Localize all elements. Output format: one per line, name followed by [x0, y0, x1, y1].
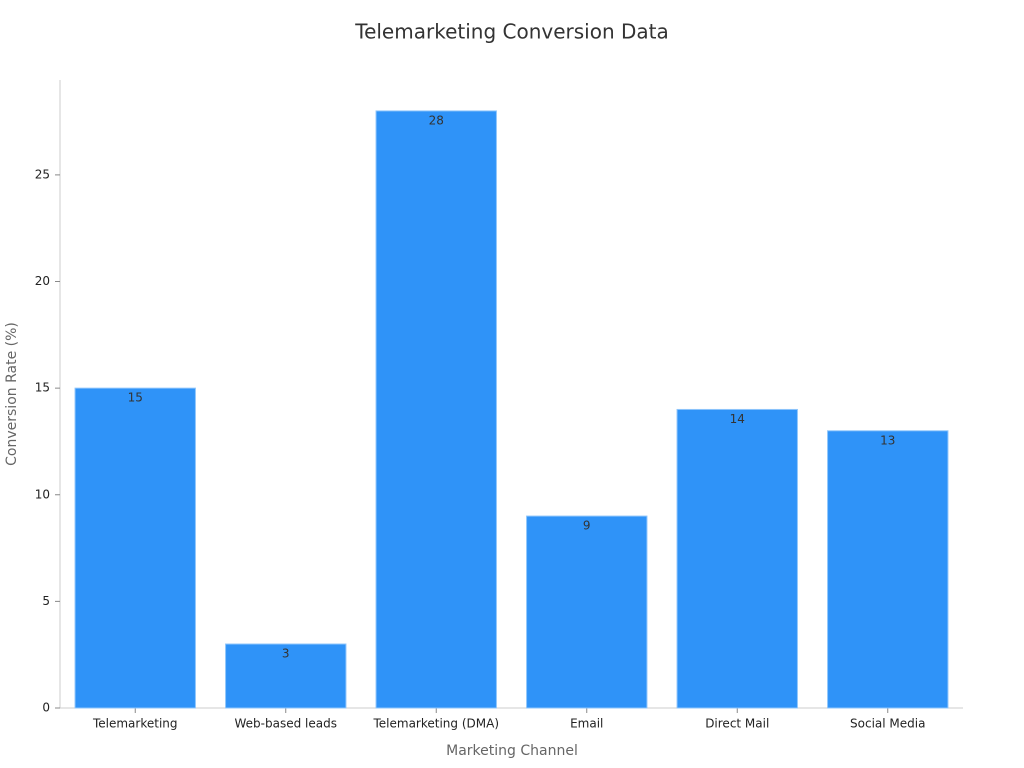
y-tick-label: 0	[42, 701, 50, 715]
value-label: 28	[429, 113, 444, 127]
x-tick-label: Direct Mail	[705, 717, 769, 731]
value-label: 9	[583, 519, 591, 533]
bar	[526, 515, 648, 709]
x-tick-label: Telemarketing	[92, 717, 178, 731]
value-label: 14	[730, 412, 745, 426]
x-tick-label: Web-based leads	[235, 717, 337, 731]
bar	[676, 408, 798, 709]
y-tick-label: 20	[35, 274, 50, 288]
y-tick-label: 10	[35, 487, 50, 501]
y-tick-label: 5	[42, 594, 50, 608]
x-tick-label: Telemarketing (DMA)	[372, 717, 499, 731]
value-label: 15	[128, 391, 143, 405]
x-tick-label: Social Media	[850, 717, 925, 731]
bar	[827, 430, 949, 709]
bar	[225, 643, 347, 709]
y-tick-label: 25	[35, 167, 50, 181]
x-tick-label: Email	[570, 717, 603, 731]
value-label: 3	[282, 647, 290, 661]
y-tick-label: 15	[35, 381, 50, 395]
chart-title: Telemarketing Conversion Data	[354, 20, 669, 44]
bar	[375, 110, 497, 709]
value-label: 13	[880, 433, 895, 447]
x-axis-title: Marketing Channel	[446, 743, 578, 759]
bar	[74, 387, 196, 709]
y-axis-title: Conversion Rate (%)	[4, 322, 20, 466]
